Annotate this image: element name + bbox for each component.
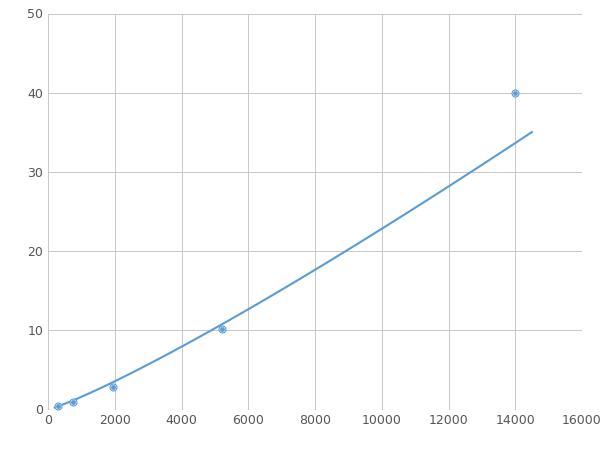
Point (217, 325, 226, 332)
Point (108, 384, 118, 391)
Point (68, 398, 78, 405)
Point (217, 325, 226, 332)
Point (511, 89, 520, 96)
Point (108, 384, 118, 391)
Point (511, 89, 520, 96)
Point (68, 398, 78, 405)
Point (53, 402, 63, 409)
Point (53, 402, 63, 409)
